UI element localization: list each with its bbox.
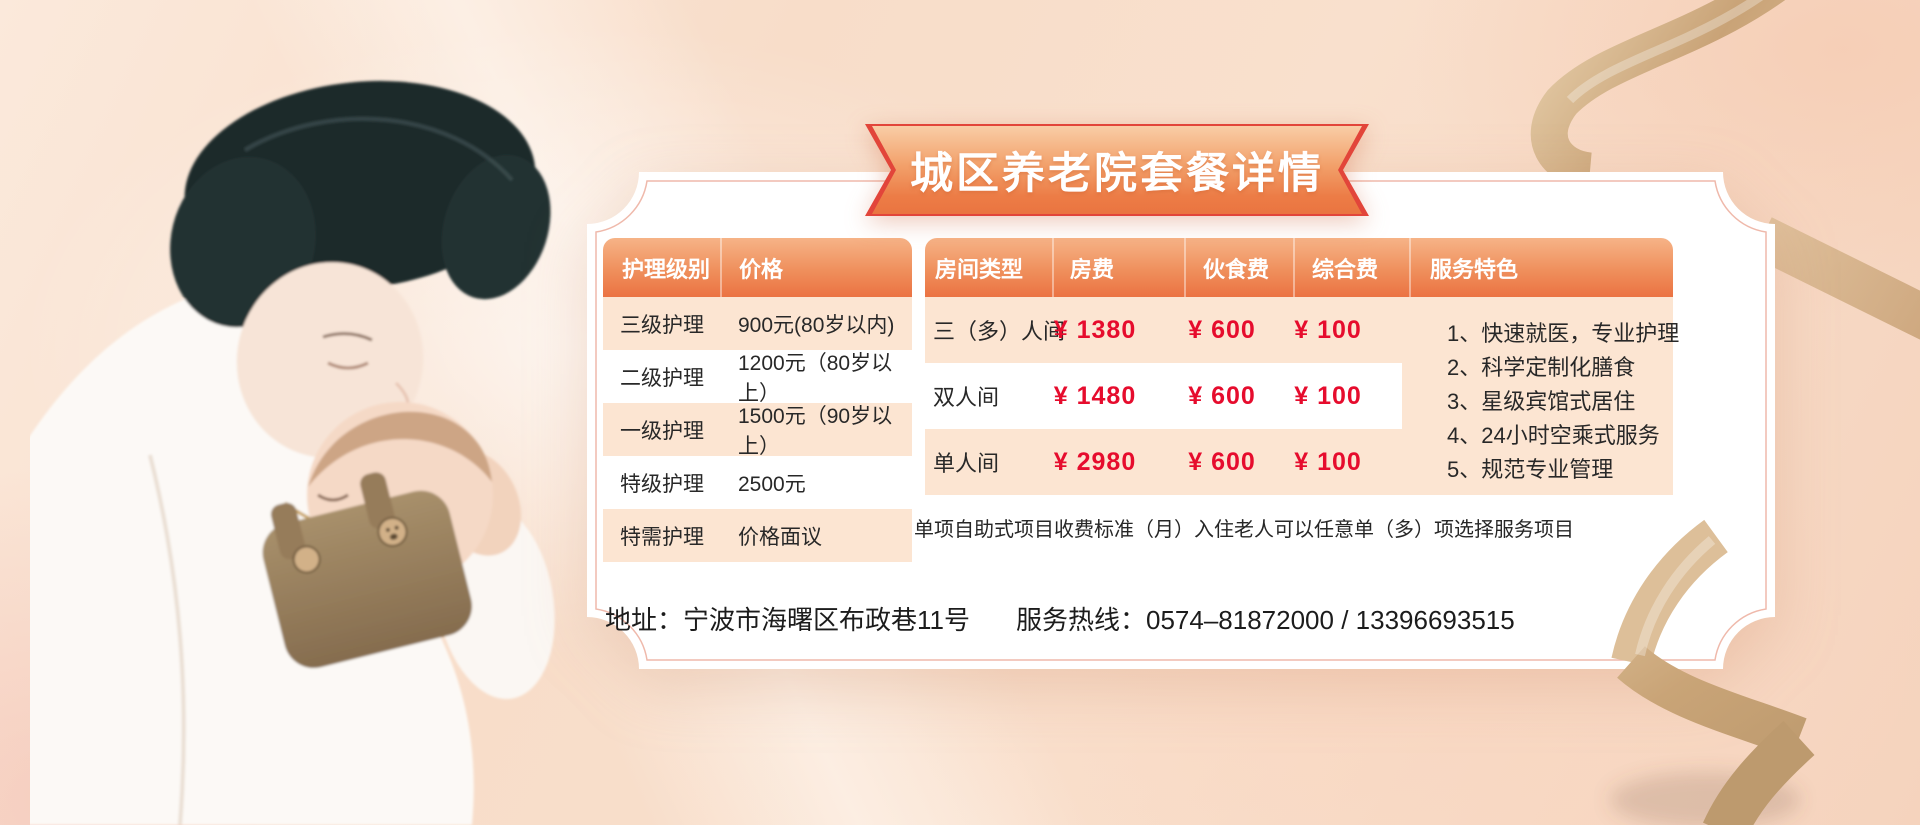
address-text: 地址：宁波市海曙区布政巷11号 xyxy=(605,605,970,635)
room-fee: ¥ 1380 xyxy=(1053,315,1137,344)
care-header-level: 护理级别 xyxy=(622,256,711,282)
food-fee: ¥ 600 xyxy=(1188,447,1256,476)
care-price: 900元(80岁以内) xyxy=(738,313,895,337)
care-price: 2500元 xyxy=(738,472,806,496)
room-header-room-fee: 房费 xyxy=(1052,238,1184,297)
room-fee: ¥ 1480 xyxy=(1053,381,1137,410)
food-fee: ¥ 600 xyxy=(1188,315,1256,344)
room-table-header: 房间类型 房费 伙食费 综合费 服务特色 xyxy=(925,238,1673,297)
room-table-row: 双人间 ¥ 1480 ¥ 600 ¥ 100 xyxy=(925,363,1402,429)
room-table-row: 单人间 ¥ 2980 ¥ 600 ¥ 100 xyxy=(925,429,1402,495)
details-card: 护理级别 价格 三级护理 900元(80岁以内) 二级护理 1200元（80岁以… xyxy=(587,172,1775,669)
care-table-row: 三级护理 900元(80岁以内) xyxy=(603,297,912,350)
service-feature: 1、快速就医，专业护理 xyxy=(1447,321,1680,346)
misc-fee: ¥ 100 xyxy=(1294,315,1362,344)
service-feature: 2、科学定制化膳食 xyxy=(1447,355,1636,380)
room-type: 双人间 xyxy=(933,385,1000,410)
service-feature: 3、星级宾馆式居住 xyxy=(1447,389,1636,414)
misc-fee: ¥ 100 xyxy=(1294,447,1362,476)
room-header-type: 房间类型 xyxy=(935,256,1024,282)
care-level-table: 护理级别 价格 三级护理 900元(80岁以内) 二级护理 1200元（80岁以… xyxy=(603,238,912,562)
care-table-row: 特级护理 2500元 xyxy=(603,456,912,509)
service-features-cell: 1、快速就医，专业护理 2、科学定制化膳食 3、星级宾馆式居住 4、24小时空乘… xyxy=(1402,297,1680,495)
care-table-row: 二级护理 1200元（80岁以上） xyxy=(603,350,912,405)
title-banner: 城区养老院套餐详情 xyxy=(872,126,1362,214)
room-header-food-fee: 伙食费 xyxy=(1184,238,1293,297)
care-price: 价格面议 xyxy=(738,525,822,549)
room-fee: ¥ 2980 xyxy=(1053,447,1137,476)
banner-orange-layer xyxy=(872,126,1362,214)
food-fee: ¥ 600 xyxy=(1188,381,1256,410)
room-header-misc-fee: 综合费 xyxy=(1293,238,1409,297)
banner-title: 城区养老院套餐详情 xyxy=(910,150,1324,198)
care-level: 特需护理 xyxy=(620,525,704,549)
room-table-row: 三（多）人间 ¥ 1380 ¥ 600 ¥ 100 xyxy=(925,297,1402,363)
self-service-note: 单项自助式项目收费标准（月）入住老人可以任意单（多）项选择服务项目 xyxy=(914,495,1673,560)
hotline-text: 服务热线：0574–81872000 / 13396693515 xyxy=(1016,605,1515,635)
care-table-row: 一级护理 1500元（90岁以上） xyxy=(603,403,912,458)
care-price: 1500元（90岁以上） xyxy=(738,404,893,458)
service-feature: 4、24小时空乘式服务 xyxy=(1447,423,1660,448)
contact-line: 地址：宁波市海曙区布政巷11号 服务热线：0574–81872000 / 1339… xyxy=(605,600,1725,637)
care-level: 三级护理 xyxy=(620,313,704,337)
room-header-features: 服务特色 xyxy=(1409,238,1673,297)
care-level: 一级护理 xyxy=(620,419,704,443)
care-header-price: 价格 xyxy=(720,238,912,297)
care-table-header: 护理级别 价格 xyxy=(603,238,912,297)
care-level: 特级护理 xyxy=(620,472,704,496)
care-price: 1200元（80岁以上） xyxy=(738,351,893,405)
room-type: 三（多）人间 xyxy=(933,319,1066,344)
room-type: 单人间 xyxy=(933,451,1000,476)
care-table-row: 特需护理 价格面议 xyxy=(603,509,912,562)
service-feature: 5、规范专业管理 xyxy=(1447,457,1614,482)
misc-fee: ¥ 100 xyxy=(1294,381,1362,410)
room-package-table: 房间类型 房费 伙食费 综合费 服务特色 三（多）人间 ¥ 1380 ¥ 600… xyxy=(914,238,1680,560)
care-level: 二级护理 xyxy=(620,366,704,390)
